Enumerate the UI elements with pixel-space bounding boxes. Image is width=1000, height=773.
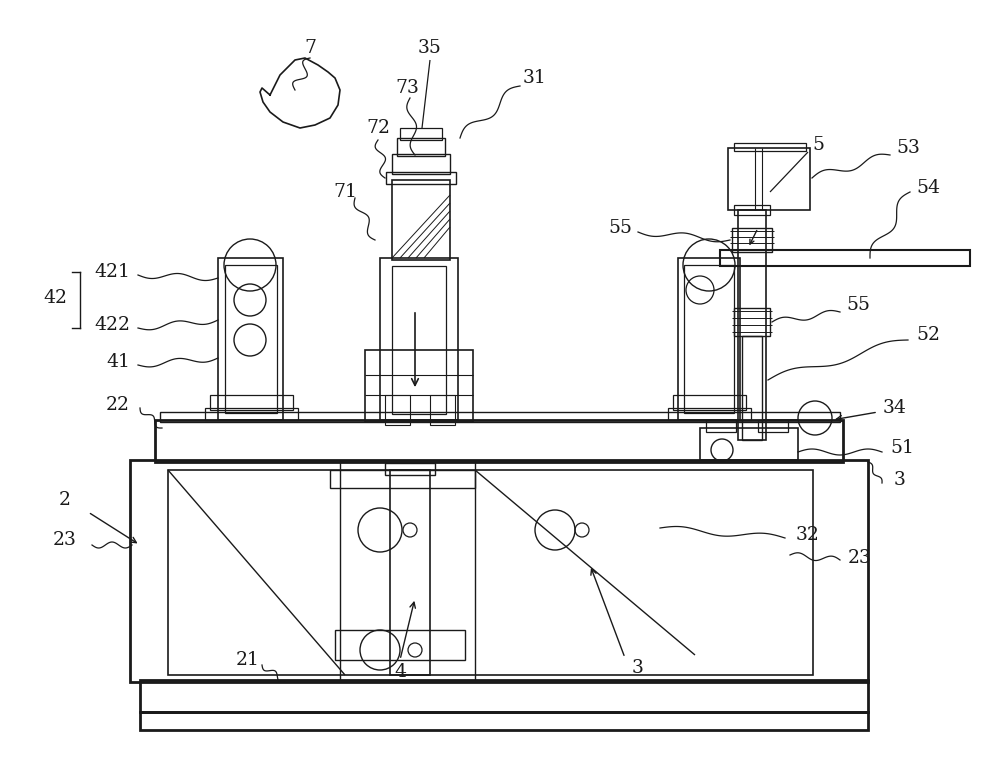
Text: 35: 35: [418, 39, 442, 57]
Bar: [397, 138, 445, 156]
Bar: [734, 143, 806, 151]
Bar: [668, 408, 751, 420]
Text: 5: 5: [812, 136, 824, 154]
Text: 421: 421: [94, 263, 130, 281]
Bar: [140, 680, 868, 712]
Text: 4: 4: [394, 663, 406, 681]
Text: 72: 72: [366, 119, 390, 137]
Bar: [155, 420, 843, 462]
Bar: [335, 630, 465, 660]
Bar: [168, 470, 813, 675]
Text: 51: 51: [890, 439, 914, 457]
Text: 23: 23: [848, 549, 872, 567]
Bar: [732, 228, 772, 252]
Bar: [430, 395, 455, 425]
Bar: [380, 258, 458, 420]
Bar: [130, 460, 868, 682]
Text: 32: 32: [796, 526, 820, 544]
Text: 55: 55: [846, 296, 870, 314]
Text: 3: 3: [894, 471, 906, 489]
Text: 55: 55: [608, 219, 632, 237]
Text: 34: 34: [883, 399, 907, 417]
Bar: [218, 258, 283, 420]
Bar: [330, 470, 475, 488]
Bar: [160, 412, 840, 422]
Text: 2: 2: [59, 491, 71, 509]
Bar: [673, 395, 746, 410]
Bar: [225, 265, 277, 413]
Text: 53: 53: [896, 139, 920, 157]
Bar: [738, 210, 766, 440]
Text: 54: 54: [916, 179, 940, 197]
Bar: [706, 420, 736, 432]
Bar: [392, 180, 450, 260]
Bar: [734, 205, 770, 215]
Text: 52: 52: [916, 326, 940, 344]
Text: 3: 3: [632, 659, 644, 677]
Bar: [678, 258, 740, 420]
Bar: [400, 128, 442, 140]
Bar: [205, 408, 298, 420]
Bar: [365, 350, 473, 422]
Bar: [700, 428, 798, 460]
Bar: [210, 395, 293, 410]
Text: 42: 42: [43, 289, 67, 307]
Bar: [742, 336, 762, 440]
Text: 23: 23: [53, 531, 77, 549]
Bar: [728, 148, 810, 210]
Bar: [385, 463, 435, 475]
Bar: [392, 266, 446, 414]
Text: 73: 73: [395, 79, 419, 97]
Bar: [758, 420, 788, 432]
Bar: [386, 172, 456, 184]
Bar: [734, 308, 770, 336]
Bar: [385, 395, 410, 425]
Bar: [684, 265, 734, 413]
Text: 41: 41: [106, 353, 130, 371]
Bar: [390, 470, 430, 675]
Text: 7: 7: [304, 39, 316, 57]
Text: 71: 71: [333, 183, 357, 201]
Text: 22: 22: [106, 396, 130, 414]
Text: 21: 21: [236, 651, 260, 669]
Text: 422: 422: [94, 316, 130, 334]
Bar: [140, 712, 868, 730]
Bar: [392, 154, 450, 174]
Bar: [720, 250, 970, 266]
Text: 31: 31: [523, 69, 547, 87]
